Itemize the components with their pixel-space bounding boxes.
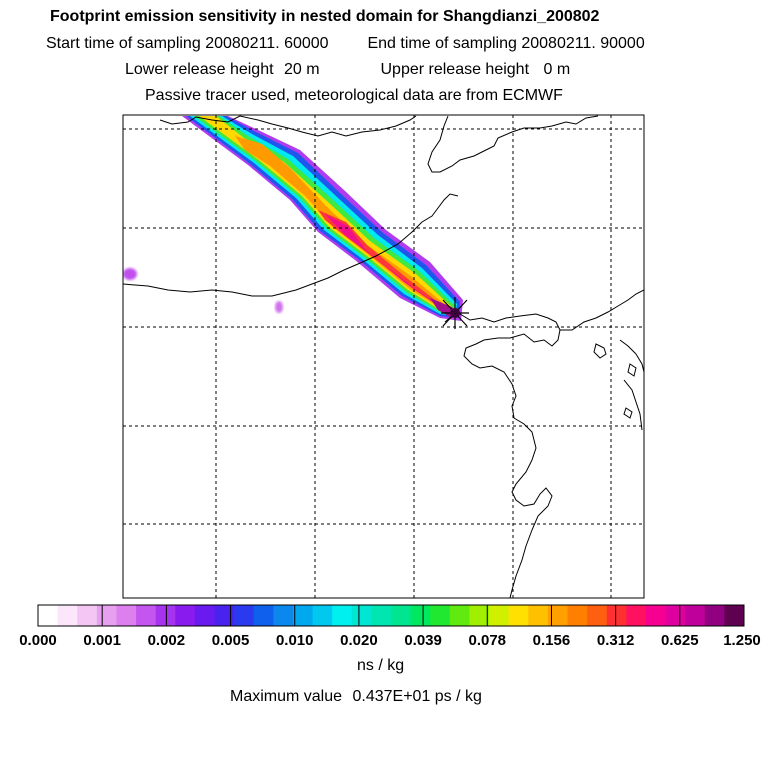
units-label: ns / kg <box>357 657 405 674</box>
colorbar-cell <box>724 605 745 626</box>
colorbar-cell <box>626 605 647 626</box>
colorbar-major-ticks <box>101 605 681 626</box>
colorbar-cell <box>528 605 549 626</box>
island-2 <box>627 363 637 377</box>
colorbar-cell <box>391 605 412 626</box>
peninsula-east <box>560 289 644 331</box>
upper-label: Upper release height <box>380 61 530 78</box>
colorbar-tick-label: 0.312 <box>597 632 635 649</box>
coast-east-lower <box>619 339 644 373</box>
sampling-times: Start time of sampling 20080211. 60000 E… <box>46 35 645 53</box>
colorbar-cell <box>489 605 510 626</box>
colorbar-labels: 0.000 0.001 0.002 0.005 0.010 0.020 0.039 0.078… <box>19 632 761 649</box>
colorbar-cell <box>704 605 725 626</box>
start-value: 20080211. 60000 <box>205 35 329 52</box>
release-heights: Lower release height 20 m Upper release … <box>125 61 570 79</box>
colorbar-cell <box>587 605 608 626</box>
upper-value: 0 m <box>543 61 571 78</box>
plume-band-magenta <box>325 214 446 311</box>
colorbar-cell <box>645 605 667 626</box>
graticule <box>123 115 644 598</box>
colorbar-cell <box>77 605 98 626</box>
colorbar-cell <box>567 605 588 626</box>
tracer-info: Passive tracer used, meteorological data… <box>145 87 563 104</box>
colorbar-cell <box>606 605 627 626</box>
colorbar-cell <box>685 605 706 626</box>
colorbar-cell <box>57 605 78 626</box>
colorbar-cell <box>665 605 686 626</box>
colorbar-tick-label: 0.002 <box>148 632 186 649</box>
colorbar-tick-label: 0.625 <box>661 632 699 649</box>
coast-main <box>444 313 561 598</box>
plume-spot-west <box>123 268 137 280</box>
colorbar-frame <box>37 604 745 627</box>
start-label: Start time of sampling <box>46 35 201 52</box>
border-north <box>159 115 417 137</box>
colorbar-cell <box>312 605 333 626</box>
colorbar-tick-label: 0.005 <box>212 632 250 649</box>
colorbar-tick-label: 0.078 <box>468 632 506 649</box>
colorbar-cell <box>449 605 470 626</box>
lower-value: 20 m <box>284 61 320 78</box>
end-value: 20080211. 90000 <box>521 35 645 52</box>
colorbar: 0.000 0.001 0.002 0.005 0.010 0.020 0.039 0.078… <box>19 604 761 649</box>
colorbar-tick-label: 0.001 <box>83 632 121 649</box>
colorbar-cell <box>273 605 294 626</box>
colorbar-cell <box>292 605 314 626</box>
island-1 <box>593 343 607 359</box>
colorbar-tick-label: 0.000 <box>19 632 57 649</box>
maximum-value: Maximum value 0.437E+01 ps / kg <box>230 688 482 706</box>
colorbar-cells <box>38 605 745 626</box>
island-3 <box>623 407 633 419</box>
colorbar-cell <box>38 605 59 626</box>
colorbar-cell <box>234 605 255 626</box>
colorbar-cell <box>96 605 117 626</box>
map-frame-bg <box>123 115 644 598</box>
colorbar-cell <box>116 605 137 626</box>
colorbar-tick-label: 0.010 <box>276 632 314 649</box>
lower-label: Lower release height <box>125 61 274 78</box>
plume-layer <box>123 116 463 321</box>
colorbar-cell <box>508 605 529 626</box>
coast-east-detail <box>623 379 643 431</box>
end-label: End time of sampling <box>367 35 517 52</box>
footprint-map <box>122 114 645 599</box>
colorbar-cell <box>175 605 196 626</box>
max-label: Maximum value <box>230 688 343 705</box>
colorbar-cell <box>430 605 451 626</box>
colorbar-cell <box>547 605 568 626</box>
map-frame <box>122 114 645 599</box>
colorbar-cell <box>351 605 372 626</box>
colorbar-cell <box>469 605 490 626</box>
colorbar-tick-label: 1.250 <box>723 632 761 649</box>
border-middle <box>123 193 459 297</box>
colorbar-cell <box>194 605 215 626</box>
boundaries <box>123 115 644 598</box>
colorbar-cell <box>155 605 176 626</box>
border-east-north <box>427 115 599 173</box>
colorbar-cell <box>332 605 353 626</box>
colorbar-cell <box>410 605 431 626</box>
colorbar-cell <box>371 605 392 626</box>
colorbar-cell <box>136 605 157 626</box>
plot-title: Footprint emission sensitivity in nested… <box>50 8 600 25</box>
colorbar-tick-label: 0.156 <box>533 632 571 649</box>
colorbar-cell <box>214 605 235 626</box>
colorbar-cell <box>253 605 274 626</box>
colorbar-tick-label: 0.020 <box>340 632 378 649</box>
plume-spot-south <box>275 301 283 313</box>
max-value: 0.437E+01 ps / kg <box>352 688 482 705</box>
colorbar-tick-label: 0.039 <box>404 632 442 649</box>
receptor-star-icon <box>441 297 469 329</box>
